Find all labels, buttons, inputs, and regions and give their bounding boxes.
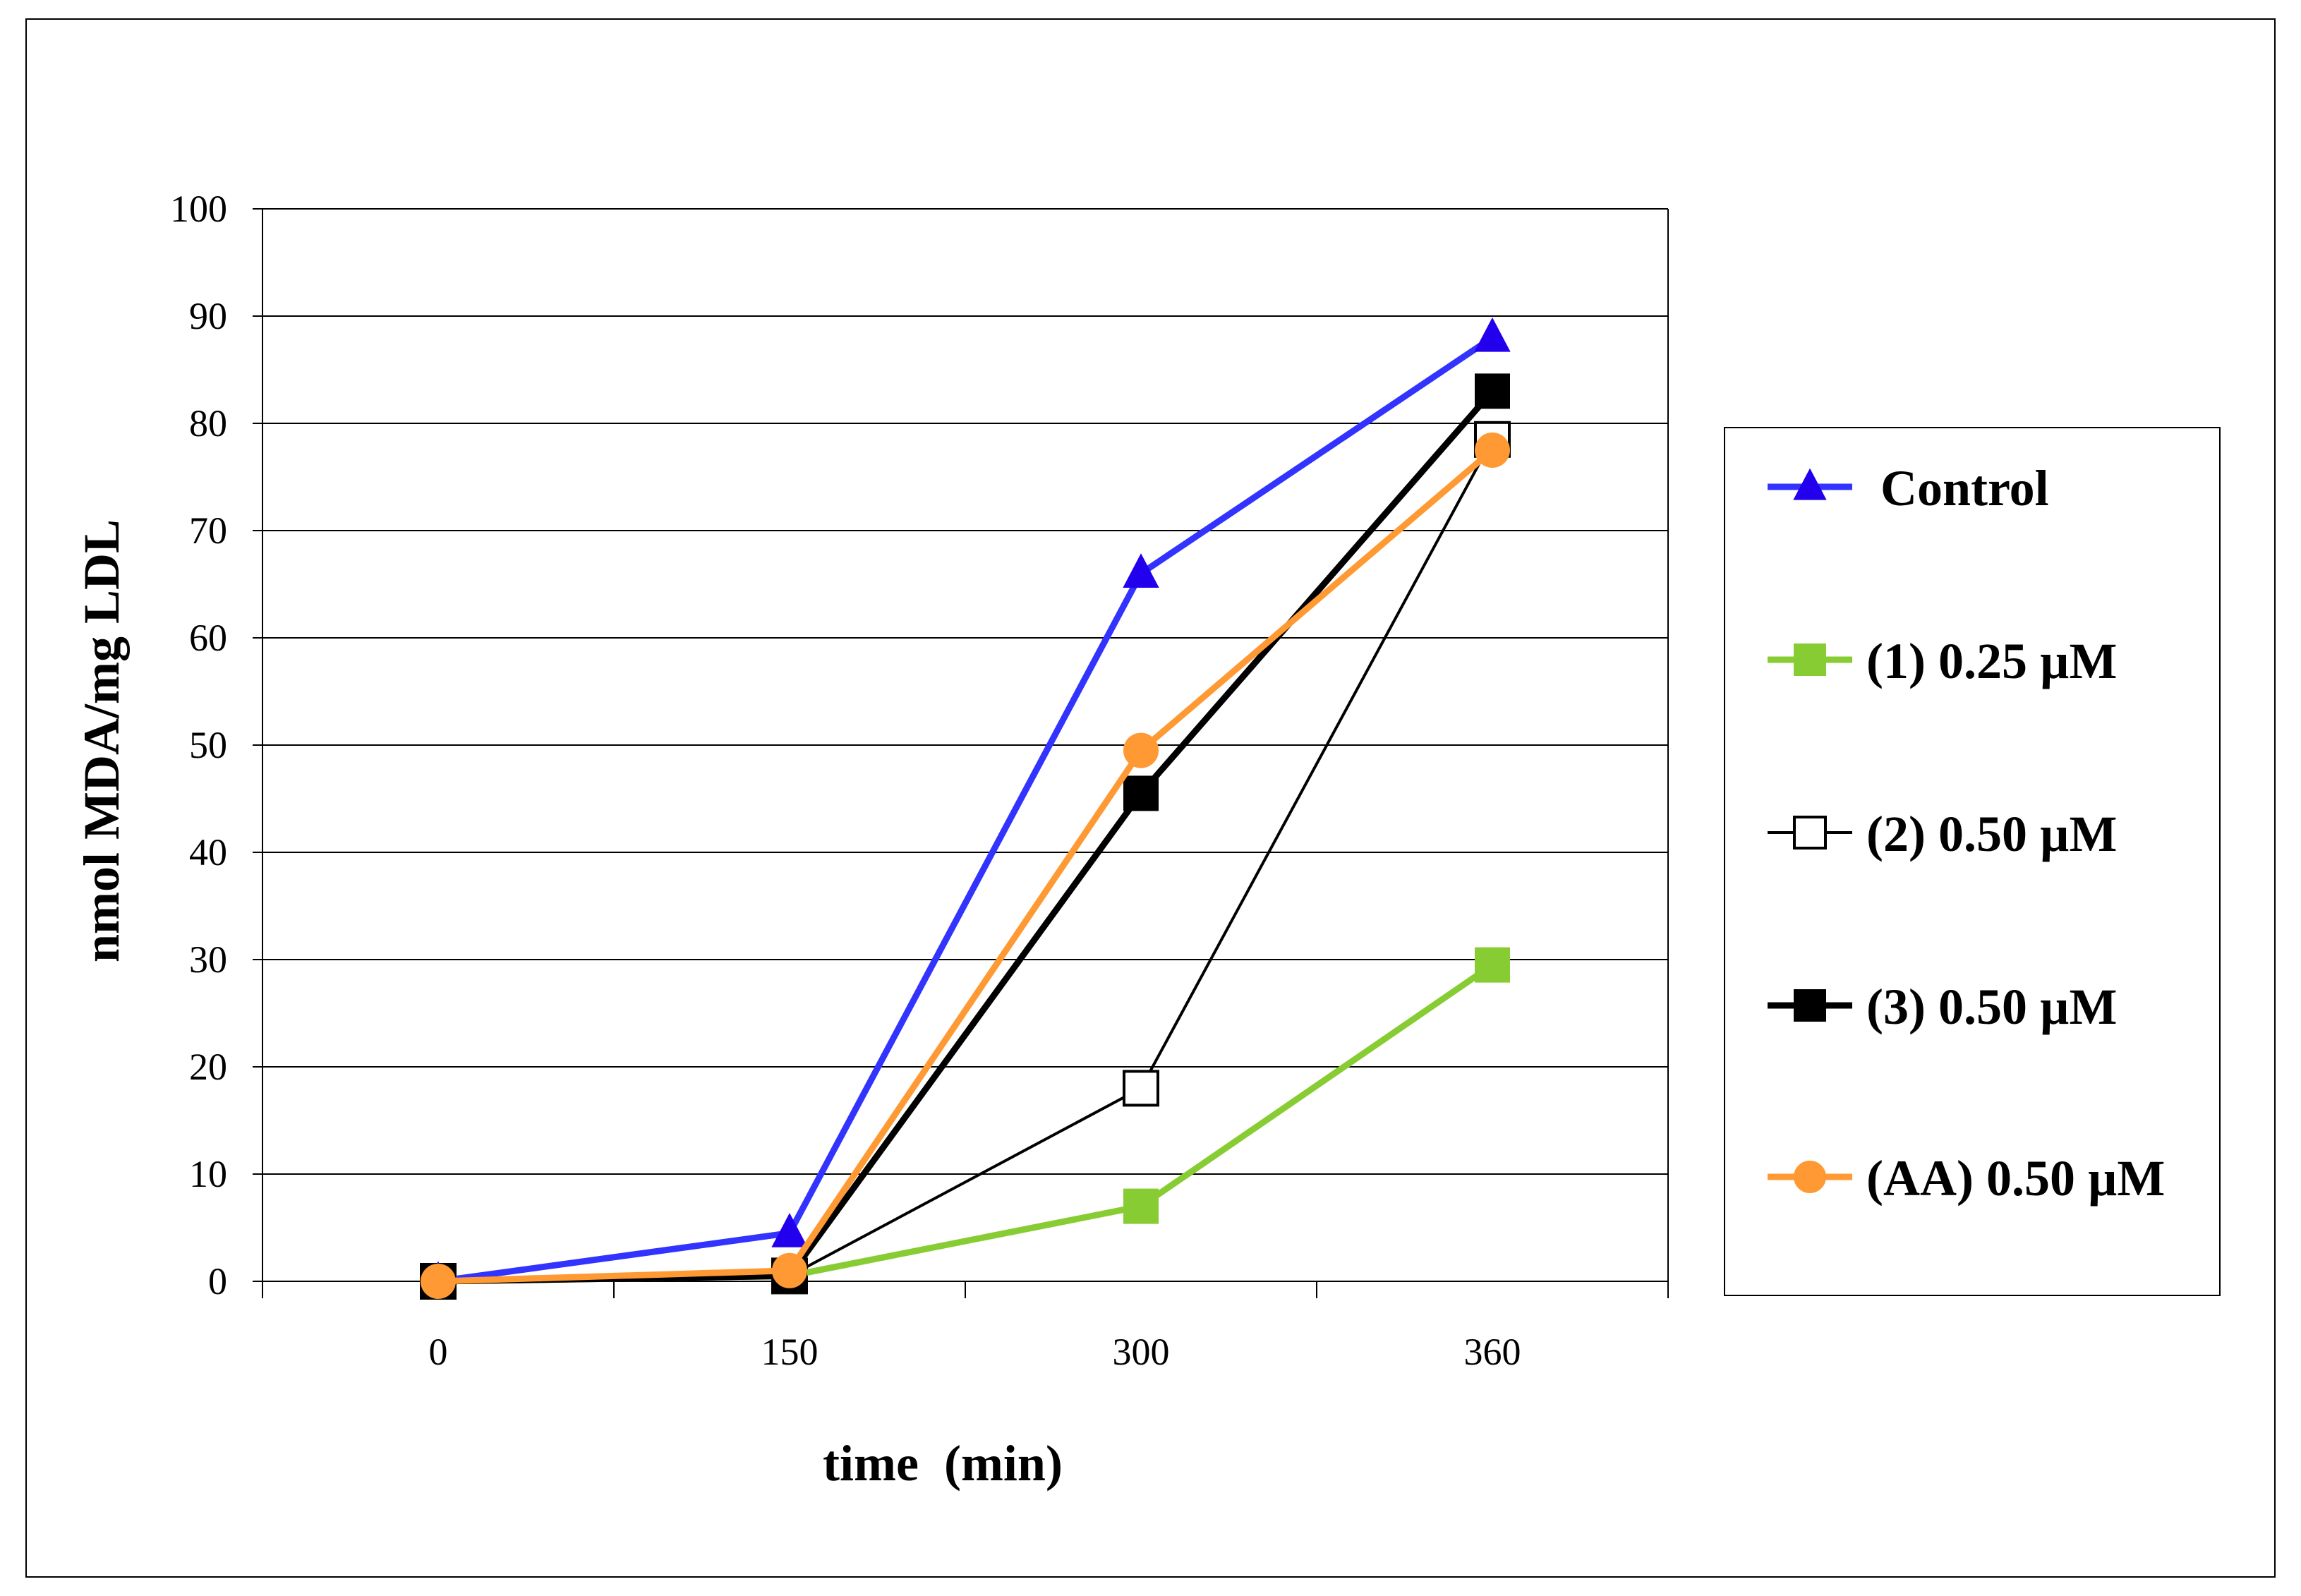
legend-entry: (1) 0.25 µM <box>1768 633 2117 689</box>
y-tick-label: 80 <box>189 402 227 445</box>
data-point <box>772 1252 807 1288</box>
data-point <box>421 1264 456 1299</box>
y-axis-title: nmol MDA/mg LDL <box>73 519 130 962</box>
data-point <box>1475 947 1510 983</box>
gridlines <box>253 208 1669 1298</box>
y-tick-label: 0 <box>208 1260 227 1302</box>
x-tick-labels: 0 150 300 360 <box>429 1331 1521 1373</box>
data-point <box>1474 317 1511 352</box>
data-point <box>1123 553 1159 588</box>
legend-label: (3) 0.50 µM <box>1866 979 2117 1035</box>
y-tick-labels: 0 10 20 30 40 50 60 70 80 90 100 <box>170 188 227 1302</box>
legend-marker <box>1794 643 1826 676</box>
legend-marker <box>1793 468 1827 500</box>
legend-entry: (3) 0.50 µM <box>1768 979 2117 1035</box>
legend: Control (1) 0.25 µM (2) 0.50 µM (3) 0.50 µM… <box>1724 427 2221 1296</box>
y-tick-label: 40 <box>189 831 227 873</box>
data-point <box>1475 433 1510 468</box>
y-tick-label: 50 <box>189 724 227 766</box>
data-point <box>1123 1188 1159 1224</box>
y-tick-label: 20 <box>189 1046 227 1088</box>
x-tick-label: 300 <box>1113 1331 1170 1373</box>
x-axis-title: time (min) <box>823 1435 1063 1492</box>
legend-label: Control <box>1880 460 2049 516</box>
legend-label: (1) 0.25 µM <box>1866 633 2117 689</box>
y-tick-label: 90 <box>189 295 227 337</box>
legend-entry: (2) 0.50 µM <box>1768 806 2117 862</box>
series-0 <box>420 317 1511 1296</box>
y-tick-label: 10 <box>189 1153 227 1195</box>
series-line <box>437 334 1494 1285</box>
legend-box <box>1724 427 2221 1296</box>
data-point <box>1475 373 1510 409</box>
legend-marker <box>1793 816 1827 850</box>
y-tick-label: 70 <box>189 509 227 552</box>
legend-marker <box>1794 1161 1826 1193</box>
series-1 <box>421 947 1510 1299</box>
data-point <box>1123 732 1159 768</box>
series-line <box>437 438 1494 1283</box>
legend-label: (2) 0.50 µM <box>1866 806 2117 862</box>
legend-entry: Control <box>1768 460 2049 516</box>
legend-label: (AA) 0.50 µM <box>1866 1150 2165 1207</box>
x-tick-label: 0 <box>429 1331 448 1373</box>
series-line <box>437 447 1494 1285</box>
series-line <box>437 389 1495 1285</box>
y-tick-label: 30 <box>189 938 227 981</box>
data-point <box>1123 1070 1159 1107</box>
chart-frame <box>25 18 2276 1578</box>
x-tick-label: 360 <box>1464 1331 1521 1373</box>
series-3 <box>421 373 1510 1299</box>
y-tick-label: 100 <box>170 188 227 230</box>
data-point <box>771 1213 808 1247</box>
series-4 <box>421 433 1510 1299</box>
series-layer <box>420 317 1511 1300</box>
y-tick-label: 60 <box>189 617 227 659</box>
legend-marker <box>1794 989 1826 1022</box>
x-tick-label: 150 <box>761 1331 819 1373</box>
data-point <box>1123 775 1159 811</box>
legend-entry: (AA) 0.50 µM <box>1768 1150 2165 1207</box>
